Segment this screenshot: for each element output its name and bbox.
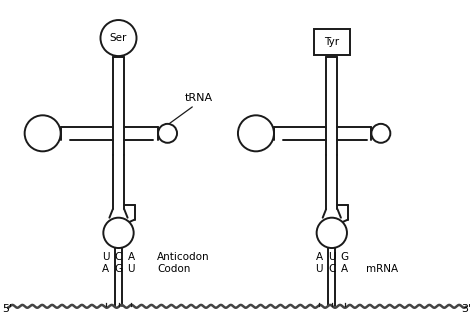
Text: C: C (328, 264, 336, 274)
Circle shape (158, 124, 177, 143)
Circle shape (372, 124, 391, 143)
Text: A: A (341, 264, 348, 274)
Circle shape (103, 218, 134, 248)
Text: G: G (340, 252, 349, 262)
Circle shape (317, 218, 347, 248)
Circle shape (238, 115, 274, 151)
Text: Ser: Ser (110, 33, 127, 43)
Text: A: A (128, 252, 135, 262)
Text: A: A (102, 264, 109, 274)
Text: U: U (102, 252, 109, 262)
Text: tRNA: tRNA (166, 93, 212, 126)
Text: G: G (114, 264, 123, 274)
Text: U: U (315, 264, 323, 274)
Text: 3': 3' (462, 304, 472, 314)
Text: U: U (328, 252, 336, 262)
Text: C: C (115, 252, 122, 262)
FancyBboxPatch shape (314, 29, 350, 55)
Text: 5': 5' (2, 304, 12, 314)
Circle shape (25, 115, 61, 151)
Circle shape (100, 20, 137, 56)
Text: Tyr: Tyr (324, 37, 339, 47)
Text: Codon: Codon (157, 264, 191, 274)
Text: Anticodon: Anticodon (157, 252, 210, 262)
Text: mRNA: mRNA (366, 264, 398, 274)
Text: A: A (315, 252, 323, 262)
Text: U: U (128, 264, 135, 274)
